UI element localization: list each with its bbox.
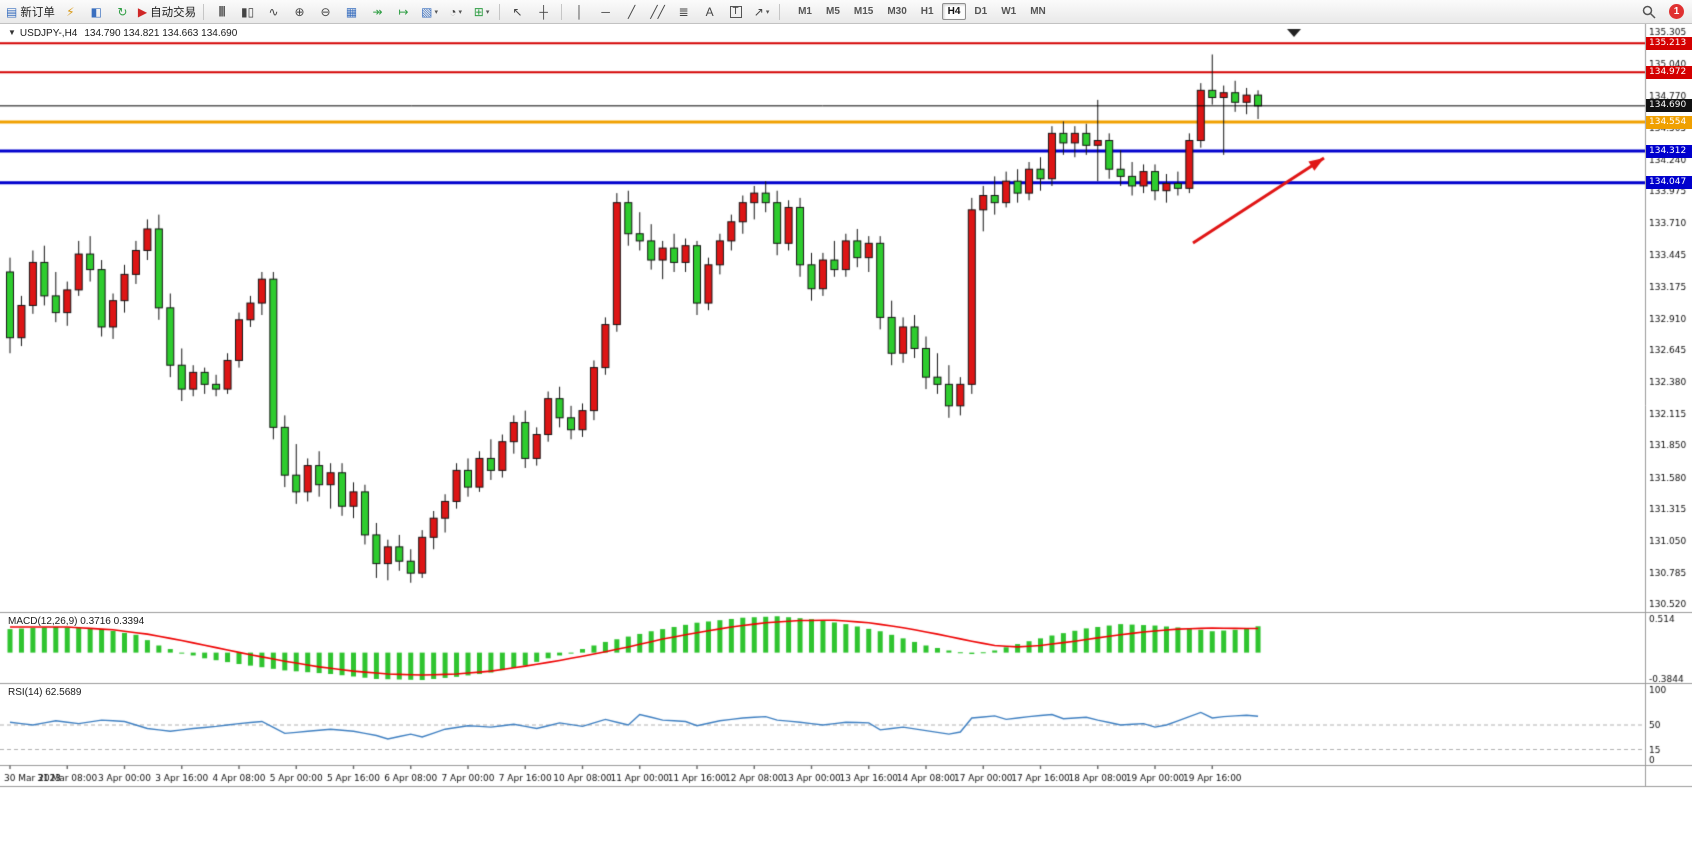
cursor-icon[interactable]: ↖	[512, 4, 523, 19]
tile-windows-icon[interactable]: ▦	[345, 4, 358, 19]
timeframe-m30[interactable]: M30	[887, 6, 907, 17]
timeframe-m1[interactable]: M1	[798, 6, 812, 17]
toolbar-separator	[203, 3, 205, 20]
new-order-button[interactable]: ▤ 新订单	[6, 4, 55, 19]
crosshair-icon[interactable]: ┼	[539, 4, 548, 19]
toolbar-buttons: ▤ 新订单 ⚡ ◧ ↻ ▶ 自动交易 ||| ▮▯ ∿ ⊕ ⊖ ▦ ↠ ↦ ▧ ▾ ◔ ▾ ⊞ ▾ ↖ ┼ │ ─ ╱ ╱╱ ≣ A T ↗…	[4, 2, 784, 22]
notification-badge[interactable]: 1	[1669, 4, 1684, 19]
fibonacci-icon[interactable]: ≣	[678, 4, 689, 19]
timeframe-m5[interactable]: M5	[825, 6, 840, 17]
price-line-badge: 134.312	[1646, 144, 1692, 158]
toolbar-separator	[499, 3, 501, 20]
timeframe-m15[interactable]: M15	[853, 6, 874, 17]
indicators-icon[interactable]: ⊞ ▾	[473, 4, 490, 19]
line-chart-icon[interactable]: ∿	[268, 4, 279, 19]
rsi-indicator-label: RSI(14) 62.5689	[8, 687, 82, 698]
text-label-icon[interactable]: T	[723, 2, 748, 22]
refresh-icon[interactable]: ↻	[117, 4, 128, 19]
search-icon[interactable]	[1636, 2, 1661, 22]
auto-trading-button[interactable]: ▶ 自动交易	[137, 4, 197, 19]
horizontal-line-icon[interactable]: ─	[601, 4, 610, 19]
charts-gallery-icon[interactable]: ⚡	[66, 4, 75, 19]
price-chart-canvas[interactable]	[0, 24, 1692, 850]
periods-icon[interactable]: ◔ ▾	[449, 4, 462, 19]
price-line-badge: 134.047	[1646, 176, 1692, 190]
price-line-badge: 135.213	[1646, 36, 1692, 50]
symbol-title: USDJPY-,H4	[19, 28, 78, 39]
zoom-in-icon[interactable]: ⊕	[294, 4, 305, 19]
timeframe-d1[interactable]: D1	[974, 6, 988, 17]
bar-chart-icon[interactable]: |||	[218, 5, 225, 17]
current-price-badge: 134.690	[1646, 99, 1692, 113]
one-click-collapse-icon[interactable]: ▼	[8, 28, 16, 37]
trendline-icon[interactable]: ╱	[627, 4, 636, 19]
toolbar-separator	[561, 3, 563, 20]
profile-icon[interactable]: ◧	[90, 4, 103, 19]
price-line-badge: 134.554	[1646, 115, 1692, 129]
toolbar-right: 1	[1636, 2, 1688, 22]
equidistant-channel-icon[interactable]: ╱╱	[650, 4, 665, 19]
timeframe-h4[interactable]: H4	[941, 3, 967, 20]
timeframe-toolbar: M1 M5 M15 M30 H1 H4 D1 W1 MN	[792, 3, 1052, 20]
zoom-out-icon[interactable]: ⊖	[320, 4, 331, 19]
timeframe-w1[interactable]: W1	[1001, 6, 1017, 17]
macd-indicator-label: MACD(12,26,9) 0.3716 0.3394	[8, 616, 145, 627]
arrows-icon[interactable]: ↗ ▾	[753, 4, 770, 19]
timeframe-h1[interactable]: H1	[920, 6, 934, 17]
symbol-ohlc-label: ▼ USDJPY-,H4 134.790 134.821 134.663 134.6…	[8, 28, 237, 39]
new-chart-icon[interactable]: ▧ ▾	[421, 4, 438, 19]
candlestick-chart-icon[interactable]: ▮▯	[240, 4, 255, 19]
price-line-badge: 134.972	[1646, 65, 1692, 79]
ohlc-values: 134.790 134.821 134.663 134.690	[84, 28, 238, 39]
auto-scroll-icon[interactable]: ↠	[372, 4, 383, 19]
toolbar: ▤ 新订单 ⚡ ◧ ↻ ▶ 自动交易 ||| ▮▯ ∿ ⊕ ⊖ ▦ ↠ ↦ ▧ ▾ ◔ ▾ ⊞ ▾ ↖ ┼ │ ─ ╱ ╱╱ ≣ A T ↗…	[0, 0, 1692, 24]
text-icon[interactable]: A	[705, 4, 714, 19]
toolbar-separator	[779, 3, 781, 20]
vertical-line-icon[interactable]: │	[575, 4, 584, 19]
timeframe-mn[interactable]: MN	[1030, 6, 1046, 17]
chart-shift-icon[interactable]: ↦	[398, 4, 409, 19]
